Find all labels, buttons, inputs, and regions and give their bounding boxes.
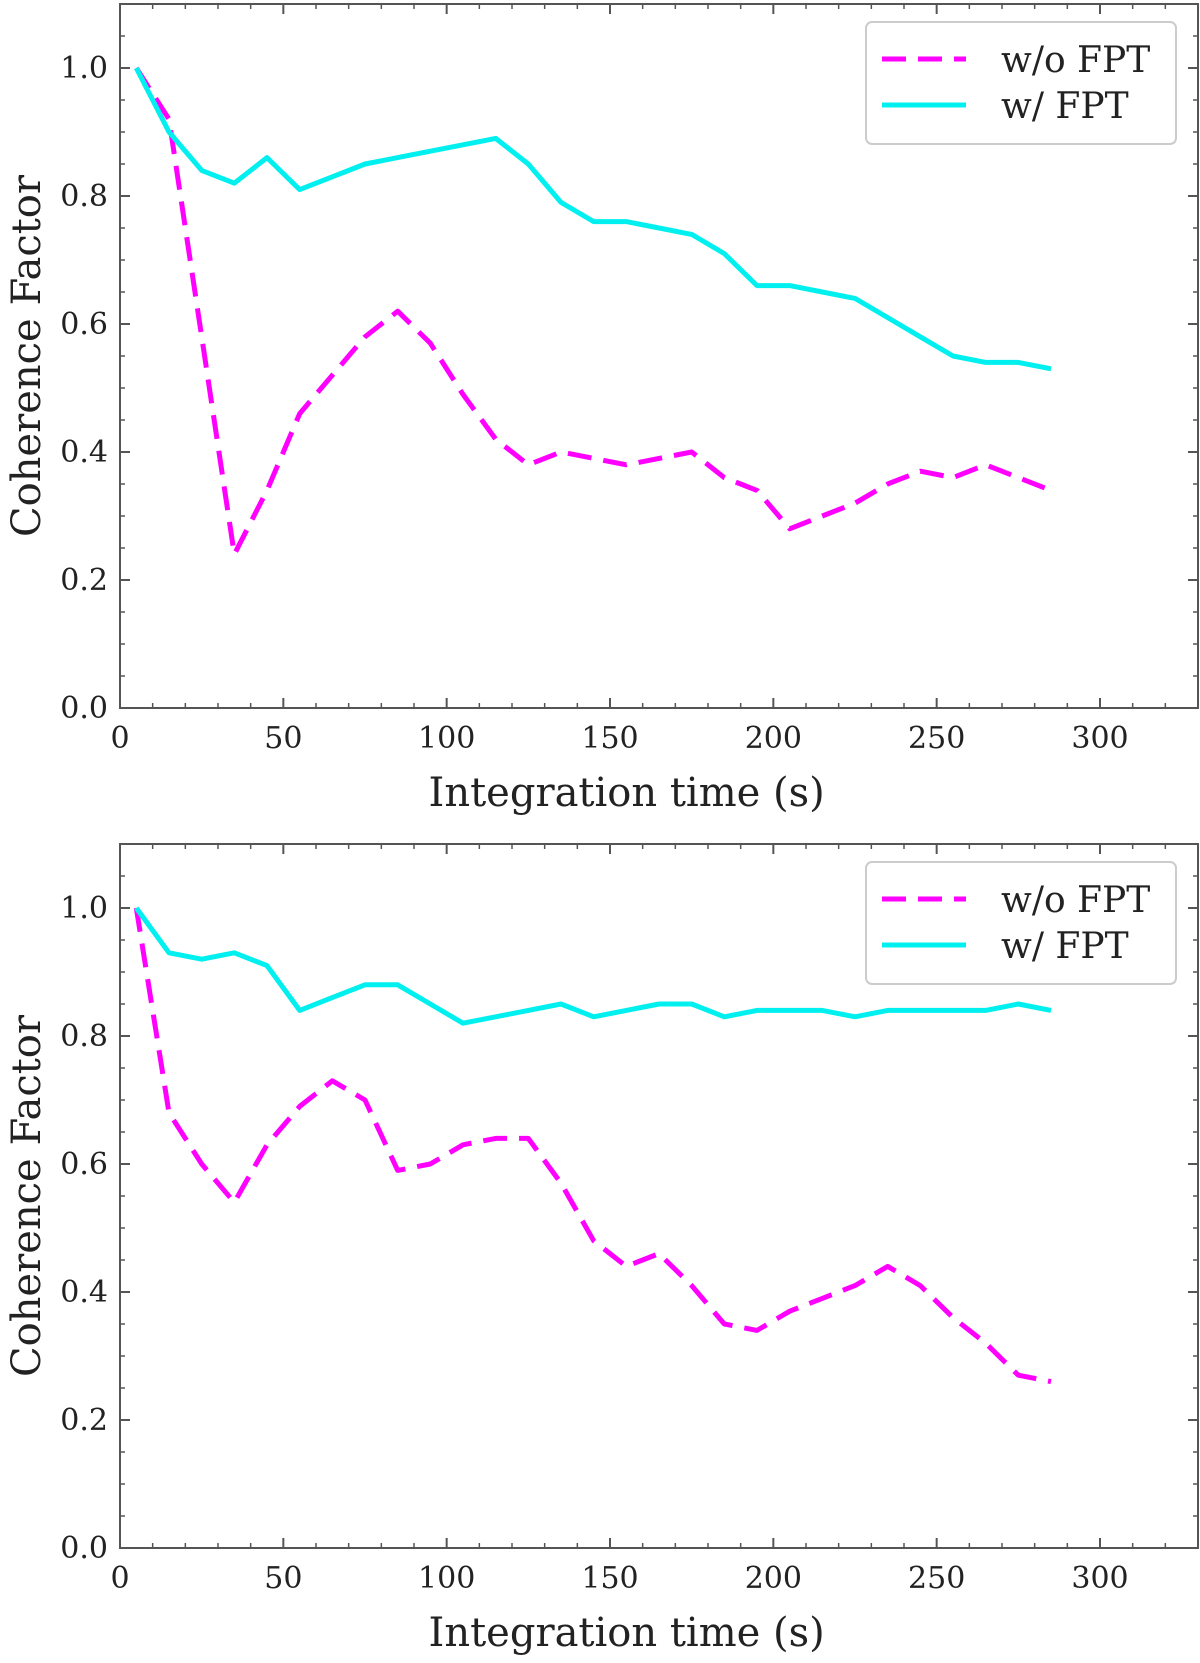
- top-x-tick-label: 300: [1071, 721, 1128, 756]
- top-series-line-wo-fpt: [134, 66, 1052, 557]
- top-y-tick-label: 0.8: [60, 179, 108, 214]
- top-legend-label-wo-fpt: w/o FPT: [1001, 40, 1150, 81]
- chart-bottom-svg: 0 50 100 150 200 250 300 0.0 0.2 0.4 0.6 0.8 1.0 Inte…: [4, 843, 1199, 1656]
- top-x-tick-label: 200: [745, 721, 802, 756]
- top-legend-box: [865, 21, 1177, 145]
- bottom-y-tick-label: 1.0: [60, 891, 108, 926]
- top-series-line-w-fpt: [134, 66, 1052, 372]
- bottom-y-tick-label: 0.4: [60, 1275, 108, 1310]
- bottom-x-tick-label: 200: [745, 1561, 802, 1596]
- top-y-tick-label: 0.0: [60, 691, 108, 726]
- top-x-tick-label: 250: [908, 721, 965, 756]
- bottom-x-tick-label: 150: [581, 1561, 638, 1596]
- top-x-tick-label: 50: [264, 721, 302, 756]
- top-x-tick-label: 0: [110, 721, 129, 756]
- top-legend-label-w-fpt: w/ FPT: [1001, 86, 1129, 127]
- bottom-x-tick-label: 50: [264, 1561, 302, 1596]
- bottom-y-tick-label: 0.0: [60, 1531, 108, 1566]
- bottom-x-tick-label: 300: [1071, 1561, 1128, 1596]
- bottom-y-axis-label: Coherence Factor: [4, 1014, 50, 1377]
- bottom-legend-label-wo-fpt: w/o FPT: [1001, 880, 1150, 921]
- bottom-x-tick-label: 100: [418, 1561, 475, 1596]
- bottom-y-tick-label: 0.6: [60, 1147, 108, 1182]
- top-y-tick-label: 0.6: [60, 307, 108, 342]
- bottom-y-tick-label: 0.8: [60, 1019, 108, 1054]
- top-y-tick-label: 1.0: [60, 51, 108, 86]
- top-y-tick-label: 0.4: [60, 435, 108, 470]
- top-y-tick-label: 0.2: [60, 563, 108, 598]
- bottom-x-axis-label: Integration time (s): [429, 1610, 825, 1656]
- bottom-x-tick-label: 0: [110, 1561, 129, 1596]
- bottom-series-line-w-fpt: [134, 906, 1052, 1026]
- bottom-series-line-wo-fpt: [133, 907, 1052, 1385]
- bottom-x-tick-label: 250: [908, 1561, 965, 1596]
- chart-bottom: 0 50 100 150 200 250 300 0.0 0.2 0.4 0.6 0.8 1.0 Inte…: [0, 840, 1200, 1663]
- top-x-axis-label: Integration time (s): [429, 770, 825, 816]
- bottom-legend-label-w-fpt: w/ FPT: [1001, 926, 1129, 967]
- bottom-legend-box: [865, 861, 1177, 985]
- chart-top: 0 50 100 150 200 250 300 0.0 0.2 0.4 0.6 0.8 1.0 Inte…: [0, 0, 1200, 830]
- top-y-axis-label: Coherence Factor: [4, 174, 50, 537]
- chart-top-svg: 0 50 100 150 200 250 300 0.0 0.2 0.4 0.6 0.8 1.0 Inte…: [4, 3, 1199, 816]
- bottom-y-tick-label: 0.2: [60, 1403, 108, 1438]
- top-x-tick-label: 150: [581, 721, 638, 756]
- top-x-tick-label: 100: [418, 721, 475, 756]
